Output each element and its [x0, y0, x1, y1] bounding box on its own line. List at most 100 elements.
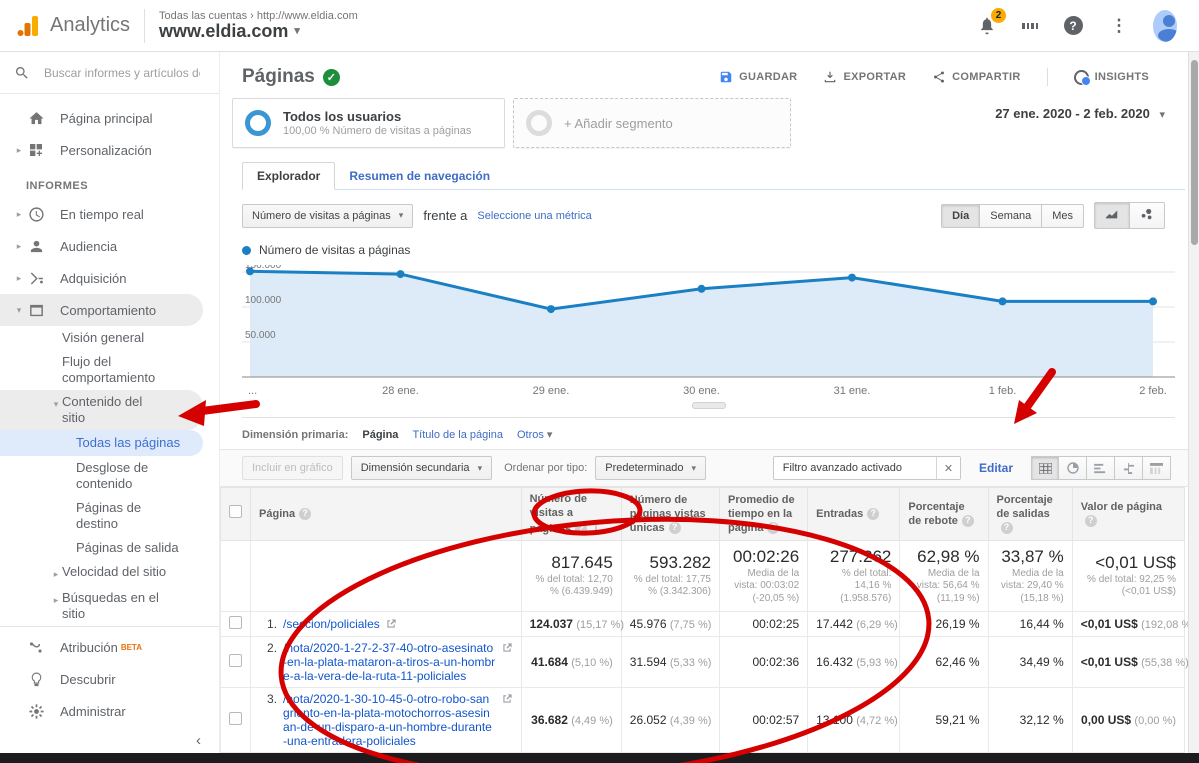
motion-chart-view-button[interactable]	[1130, 202, 1165, 229]
page-link[interactable]: /nota/2020-1-27-2-37-40-otro-asesinato-e…	[283, 641, 496, 684]
avatar	[1153, 9, 1177, 42]
column-header-avg-time[interactable]: Promedio de tiempo en la página?	[718, 486, 809, 542]
sidebar-item-landing-pages[interactable]: Páginas de destino	[76, 500, 142, 531]
edit-filter-link[interactable]: Editar	[978, 461, 1013, 475]
help-icon[interactable]: ?	[668, 522, 681, 535]
percentage-view-button[interactable]	[1059, 456, 1087, 480]
more-menu-button[interactable]: ⋮	[1107, 14, 1131, 38]
sort-type-dropdown[interactable]: Predeterminado ▾	[595, 456, 707, 480]
dimension-page[interactable]: Página	[362, 428, 399, 441]
row-checkbox[interactable]	[229, 616, 243, 630]
metric-select-dropdown[interactable]: Número de visitas a páginas ▾	[242, 203, 414, 228]
sidebar-item-all-pages[interactable]: Todas las páginas	[0, 430, 203, 456]
granularity-month-button[interactable]: Mes	[1042, 203, 1084, 228]
external-link-icon[interactable]	[502, 693, 513, 707]
select-all-checkbox[interactable]	[229, 505, 243, 519]
metric-share: (0,00 %)	[1134, 715, 1176, 728]
sidebar-item-discover[interactable]: Descubrir	[0, 663, 219, 695]
add-segment-button[interactable]: + Añadir segmento	[513, 98, 791, 148]
column-header-entrances[interactable]: Entradas?	[807, 486, 901, 542]
sidebar-item-site-search[interactable]: ▸ Búsquedas en el sitio	[0, 586, 219, 626]
external-link-icon[interactable]	[386, 618, 397, 632]
remove-filter-button[interactable]: ✕	[935, 457, 960, 479]
line-chart-view-button[interactable]	[1094, 202, 1130, 229]
column-header-pageviews[interactable]: Número de visitas a páginas? ↓	[520, 486, 622, 542]
notifications-button[interactable]: 2	[975, 7, 1006, 38]
sidebar-item-site-content[interactable]: ▾ Contenido del sitio	[0, 390, 203, 430]
acquisition-icon	[26, 270, 46, 287]
help-icon[interactable]: ?	[299, 508, 312, 521]
help-icon[interactable]: ?	[1084, 515, 1097, 528]
data-view-button[interactable]	[1031, 456, 1059, 480]
svg-text:30 ene.: 30 ene.	[683, 385, 720, 397]
tab-navigation-summary[interactable]: Resumen de navegación	[349, 169, 491, 183]
help-icon[interactable]: ?	[1000, 522, 1013, 535]
apps-grid-button[interactable]	[1021, 14, 1039, 38]
segment-all-users[interactable]: Todos los usuarios 100,00 % Número de vi…	[232, 98, 505, 148]
share-button[interactable]: COMPARTIR	[932, 70, 1021, 84]
column-header-bounce-rate[interactable]: Porcentaje de rebote?	[899, 486, 989, 542]
analytics-logo[interactable]: Analytics	[0, 13, 144, 39]
sidebar-nav: Página principal ▸ Personalización INFOR…	[0, 94, 219, 634]
account-avatar[interactable]	[1153, 9, 1177, 42]
plot-rows-button[interactable]: Incluir en gráfico	[242, 456, 343, 480]
row-checkbox[interactable]	[229, 712, 243, 726]
column-header-unique-pageviews[interactable]: Número de páginas vistas únicas?	[620, 486, 721, 542]
metric-value: 16.432	[816, 655, 853, 670]
comparison-view-button[interactable]	[1115, 456, 1143, 480]
dimension-other-dropdown[interactable]: Otros ▾	[516, 429, 553, 441]
timeseries-chart[interactable]: 50.000 100.000 150.000... 28 ene. 29 ene. 30 …	[220, 260, 1199, 418]
sidebar: Página principal ▸ Personalización INFOR…	[0, 52, 220, 763]
performance-view-button[interactable]	[1087, 456, 1115, 480]
granularity-week-button[interactable]: Semana	[980, 203, 1043, 228]
page-link[interactable]: /nota/2020-1-30-10-45-0-otro-robo-sangri…	[283, 692, 492, 749]
export-button[interactable]: EXPORTAR	[823, 70, 906, 84]
help-button[interactable]: ?	[1061, 14, 1085, 38]
column-header-page-value[interactable]: Valor de página?	[1071, 486, 1186, 542]
dimension-page-title[interactable]: Título de la página	[412, 428, 503, 441]
row-checkbox[interactable]	[229, 654, 243, 668]
tab-explorer[interactable]: Explorador	[242, 162, 336, 190]
select-metric-link[interactable]: Seleccione una métrica	[477, 209, 592, 222]
vertical-scrollbar[interactable]	[1188, 52, 1199, 763]
sidebar-item-audience[interactable]: ▸ Audiencia	[0, 230, 219, 262]
sidebar-item-overview[interactable]: Visión general	[62, 330, 145, 345]
breadcrumb[interactable]: Todas las cuentas › http://www.eldia.com	[159, 9, 358, 22]
sidebar-item-site-speed[interactable]: ▸ Velocidad del sitio	[0, 560, 219, 586]
beta-badge: BETA	[120, 642, 142, 652]
sidebar-item-behavior-flow[interactable]: Flujo del comportamiento	[62, 354, 156, 385]
help-icon[interactable]: ?	[575, 522, 588, 535]
external-link-icon[interactable]	[502, 642, 513, 656]
sidebar-item-customization[interactable]: ▸ Personalización	[0, 134, 219, 166]
sidebar-item-acquisition[interactable]: ▸ Adquisición	[0, 262, 219, 294]
date-range-picker[interactable]: 27 ene. 2020 - 2 feb. 2020 ▾	[995, 106, 1165, 121]
help-icon[interactable]: ?	[867, 508, 880, 521]
save-button[interactable]: GUARDAR	[719, 70, 797, 84]
column-header-page[interactable]: Página?	[250, 486, 522, 542]
column-header-exit-rate[interactable]: Porcentaje de salidas?	[987, 486, 1073, 542]
sidebar-collapse-button[interactable]: ‹	[0, 727, 219, 753]
property-selector[interactable]: www.eldia.com ▾	[159, 21, 358, 42]
scrollbar-thumb[interactable]	[1191, 60, 1198, 245]
comparison-icon	[1123, 462, 1134, 474]
pivot-view-button[interactable]	[1143, 456, 1171, 480]
sidebar-item-content-drilldown[interactable]: Desglose de contenido	[76, 460, 149, 491]
secondary-dimension-dropdown[interactable]: Dimensión secundaria ▾	[350, 456, 493, 480]
help-icon[interactable]: ?	[961, 515, 974, 528]
sidebar-item-exit-pages[interactable]: Páginas de salida	[76, 540, 179, 555]
sidebar-item-realtime[interactable]: ▸ En tiempo real	[0, 198, 219, 230]
sidebar-search[interactable]	[0, 52, 219, 94]
search-input[interactable]	[42, 64, 202, 81]
bell-icon	[981, 17, 993, 34]
table-row: 1./seccion/policiales 124.037 (15,17 %) 45…	[219, 611, 1195, 638]
insights-button[interactable]: INSIGHTS	[1073, 69, 1149, 86]
sidebar-item-admin[interactable]: Administrar	[0, 695, 219, 727]
page-link[interactable]: /seccion/policiales	[283, 616, 380, 631]
sort-type-label: Ordenar por tipo:	[504, 462, 588, 474]
sidebar-item-home[interactable]: Página principal	[0, 102, 219, 134]
granularity-day-button[interactable]: Día	[941, 203, 981, 228]
chart-resize-handle[interactable]	[691, 402, 726, 409]
sidebar-item-attribution[interactable]: Atribución BETA	[0, 631, 219, 663]
help-icon[interactable]: ?	[767, 522, 780, 535]
sidebar-item-behavior[interactable]: ▾ Comportamiento	[0, 294, 203, 326]
